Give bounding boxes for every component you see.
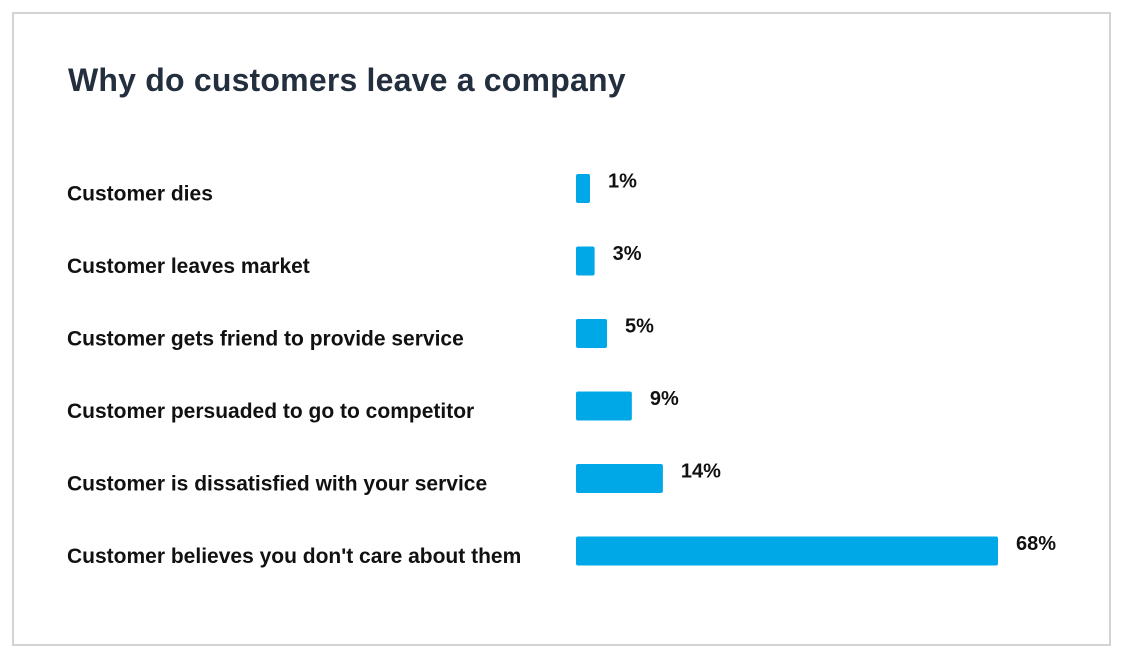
category-label: Customer believes you don't care about t… <box>67 545 521 568</box>
category-label: Customer persuaded to go to competitor <box>67 400 474 423</box>
chart-frame: Why do customers leave a company <box>12 12 1111 646</box>
value-label: 1% <box>608 171 637 193</box>
category-label: Customer leaves market <box>67 255 310 278</box>
value-label: 5% <box>625 316 654 338</box>
value-label: 3% <box>613 243 642 265</box>
bar <box>576 391 632 421</box>
category-label: Customer is dissatisfied with your servi… <box>67 473 487 496</box>
bar <box>576 319 608 348</box>
chart-title: Why do customers leave a company <box>68 62 626 98</box>
category-label: Customer gets friend to provide service <box>67 328 464 351</box>
value-label: 14% <box>681 461 721 483</box>
value-label: 68% <box>1016 533 1056 555</box>
category-label: Customer dies <box>67 183 213 206</box>
bar <box>576 174 590 203</box>
bar <box>576 464 663 493</box>
bar <box>576 536 998 566</box>
bar <box>576 246 595 276</box>
value-label: 9% <box>650 388 679 410</box>
